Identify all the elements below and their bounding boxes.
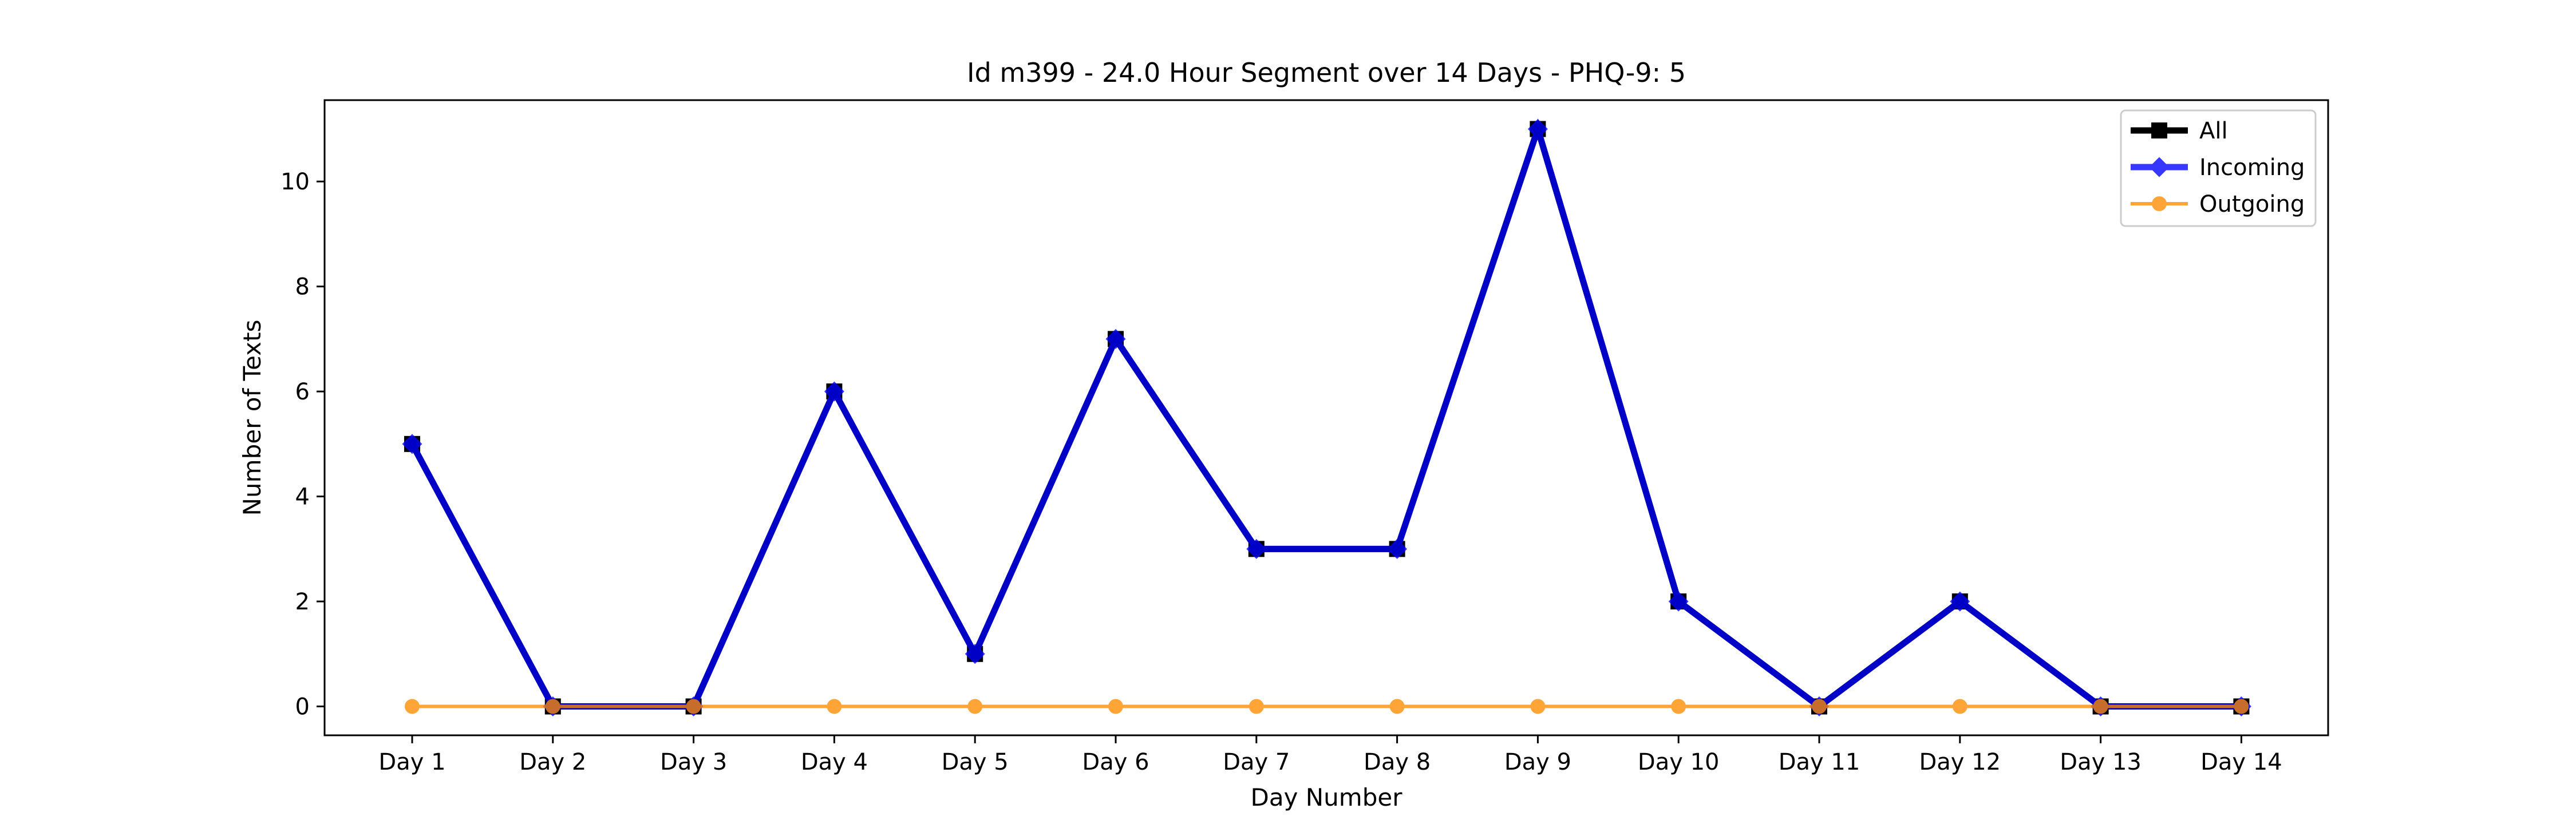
data-point-outgoing [967,699,983,714]
x-tick-label: Day 9 [1504,749,1571,775]
y-tick-label: 2 [295,589,310,615]
data-point-outgoing [2234,699,2249,714]
x-tick-label: Day 11 [1779,749,1860,775]
chart-title: Id m399 - 24.0 Hour Segment over 14 Days… [967,57,1686,88]
data-point-outgoing [2093,699,2108,714]
data-point-outgoing [1389,699,1405,714]
data-point-incoming [965,644,985,664]
x-tick-label: Day 2 [519,749,586,775]
data-point-incoming [402,434,422,454]
series-incoming [402,118,2251,717]
x-axis-label: Day Number [1250,783,1402,811]
y-tick-label: 0 [295,694,310,720]
legend-label-incoming: Incoming [2199,154,2305,181]
legend-label-all: All [2199,118,2228,144]
series-line-incoming [409,118,2242,711]
legend: All Incoming Outgoing [2120,109,2317,227]
x-tick-label: Day 10 [1638,749,1720,775]
y-tick-label: 6 [295,379,310,405]
legend-item-incoming [2131,157,2188,177]
data-point-outgoing [827,699,842,714]
x-tick-label: Day 13 [2060,749,2142,775]
data-point-outgoing [1530,699,1546,714]
legend-marker-outgoing [2152,196,2167,211]
legend-item-all [2131,122,2188,138]
data-point-incoming [1527,118,1548,139]
data-point-incoming [1105,328,1126,349]
legend-frame [2120,109,2317,227]
data-point-outgoing [1671,699,1686,714]
data-point-outgoing [1952,699,1967,714]
data-point-incoming [824,381,844,402]
data-point-incoming [1950,591,1970,612]
series-outgoing [405,699,2249,714]
data-point-outgoing [1108,699,1123,714]
plot-area [323,99,2329,736]
data-point-outgoing [1249,699,1264,714]
data-point-outgoing [1812,699,1827,714]
x-tick-label: Day 7 [1223,749,1290,775]
y-tick-label: 4 [295,484,310,510]
x-tick-label: Day 8 [1364,749,1431,775]
x-tick-label: Day 1 [378,749,445,775]
data-point-incoming [1246,538,1267,559]
data-point-outgoing [405,699,420,714]
data-point-incoming [1387,538,1408,559]
y-axis-label: Number of Texts [238,320,266,516]
x-tick-label: Day 12 [1919,749,2001,775]
series-all [404,118,2250,715]
y-axis: 0 2 4 6 8 10 [280,169,325,720]
y-tick-label: 8 [295,274,310,300]
legend-label-outgoing: Outgoing [2199,191,2305,217]
data-point-incoming [1668,591,1689,612]
x-tick-label: Day 6 [1082,749,1149,775]
series-line-all [409,118,2242,711]
series-layer [402,118,2251,717]
legend-marker-incoming [2149,157,2170,177]
x-tick-label: Day 3 [660,749,727,775]
y-tick-label: 10 [280,169,310,195]
data-point-outgoing [686,699,701,714]
data-point-outgoing [545,699,560,714]
legend-marker-all [2151,122,2167,138]
x-axis: Day 1 Day 2 Day 3 Day 4 Day 5 Day 6 Day 7 Day 8… [378,735,2282,775]
legend-item-outgoing [2131,196,2188,211]
x-tick-label: Day 14 [2200,749,2282,775]
x-tick-label: Day 5 [942,749,1009,775]
x-tick-label: Day 4 [801,749,868,775]
